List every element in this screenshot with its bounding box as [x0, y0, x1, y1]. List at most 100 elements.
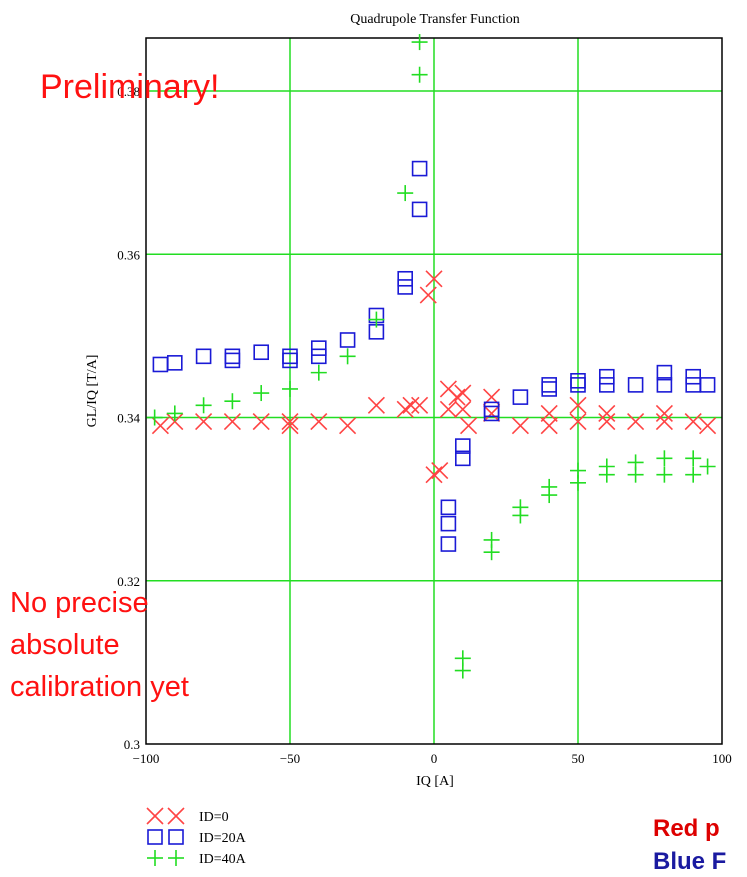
data-point	[570, 377, 586, 393]
data-point	[685, 450, 702, 467]
data-point	[368, 311, 385, 328]
data-layer	[146, 34, 717, 679]
data-point	[655, 404, 673, 423]
y-tick-label: 0.32	[117, 574, 140, 589]
data-point	[569, 396, 587, 414]
data-point	[598, 368, 615, 385]
data-point	[685, 466, 702, 483]
series-1	[152, 160, 716, 552]
data-point	[699, 417, 717, 435]
data-point	[454, 400, 472, 418]
data-point	[253, 385, 270, 402]
data-point	[419, 286, 437, 304]
data-point	[195, 348, 212, 365]
data-point	[281, 413, 299, 431]
data-point	[598, 404, 616, 423]
data-point	[570, 474, 586, 491]
data-point	[339, 332, 356, 348]
data-point	[440, 515, 457, 532]
data-point	[454, 662, 471, 679]
legend-label: ID=0	[199, 810, 229, 825]
legend-label: ID=40A	[199, 852, 247, 867]
data-point	[483, 544, 500, 561]
data-point	[224, 348, 241, 365]
data-point	[454, 450, 471, 467]
data-point	[454, 384, 472, 402]
data-point	[540, 417, 558, 435]
data-point	[540, 404, 558, 423]
x-tick-label: 0	[431, 751, 438, 766]
data-point	[310, 364, 327, 381]
data-point	[425, 270, 443, 288]
y-tick-label: 0.38	[117, 84, 140, 99]
data-point	[439, 400, 457, 418]
y-axis-label: GL/IQ [T/A]	[85, 355, 100, 428]
data-point	[252, 413, 270, 431]
footer-fragment: Blue F	[653, 848, 726, 875]
data-point	[195, 397, 212, 414]
x-tick-label: −50	[280, 751, 300, 766]
y-tick-label: 0.36	[117, 247, 140, 262]
legend-marker	[167, 807, 185, 825]
data-point	[512, 389, 529, 405]
data-point	[411, 66, 428, 83]
data-point	[627, 466, 644, 483]
x-axis-label: IQ [A]	[416, 774, 454, 789]
y-tick-label: 0.34	[117, 411, 140, 426]
series-0	[151, 270, 717, 484]
data-point	[397, 185, 414, 202]
data-point	[656, 466, 673, 483]
data-point	[223, 413, 241, 431]
data-point	[656, 450, 673, 467]
data-point	[224, 393, 241, 410]
data-point	[685, 377, 702, 393]
annotation-preliminary: Preliminary!	[40, 68, 219, 106]
data-point	[367, 396, 385, 414]
data-point	[685, 368, 702, 385]
data-point	[541, 487, 558, 504]
legend-marker	[168, 829, 184, 845]
data-point	[511, 417, 529, 435]
data-point	[431, 462, 449, 480]
data-point	[397, 270, 414, 287]
grid-layer	[146, 38, 722, 744]
data-point	[281, 417, 299, 435]
data-point	[253, 344, 269, 361]
data-point	[411, 160, 428, 177]
data-point	[402, 396, 420, 414]
data-point	[598, 377, 615, 393]
data-point	[440, 499, 457, 516]
data-point	[146, 409, 163, 426]
legend-marker	[146, 807, 164, 825]
legend: ID=0 ID=20A ID=40A	[146, 807, 247, 867]
data-point	[569, 413, 587, 431]
legend-marker	[147, 829, 163, 845]
plot-frame	[145, 37, 723, 745]
data-point	[282, 380, 298, 397]
data-point	[224, 352, 241, 369]
legend-label: ID=20A	[199, 831, 247, 846]
annotation-calibration-line: absolute	[10, 629, 120, 661]
chart-title: Quadrupole Transfer Function	[350, 12, 520, 27]
data-point	[339, 417, 357, 435]
data-point	[411, 201, 428, 218]
footer-fragments: Red p Blue F	[653, 815, 726, 875]
x-tick-label: 50	[572, 751, 585, 766]
data-point	[167, 355, 183, 371]
data-point	[411, 396, 429, 414]
data-point	[166, 405, 183, 422]
data-point	[656, 364, 673, 381]
data-point	[483, 401, 500, 418]
data-point	[396, 400, 414, 418]
data-point	[310, 348, 327, 365]
data-point	[655, 413, 673, 431]
data-point	[310, 340, 327, 356]
data-point	[541, 381, 558, 397]
data-point	[411, 34, 428, 51]
x-tick-label: −100	[133, 751, 160, 766]
data-point	[152, 356, 169, 373]
data-point	[541, 377, 558, 393]
data-point	[454, 438, 471, 454]
